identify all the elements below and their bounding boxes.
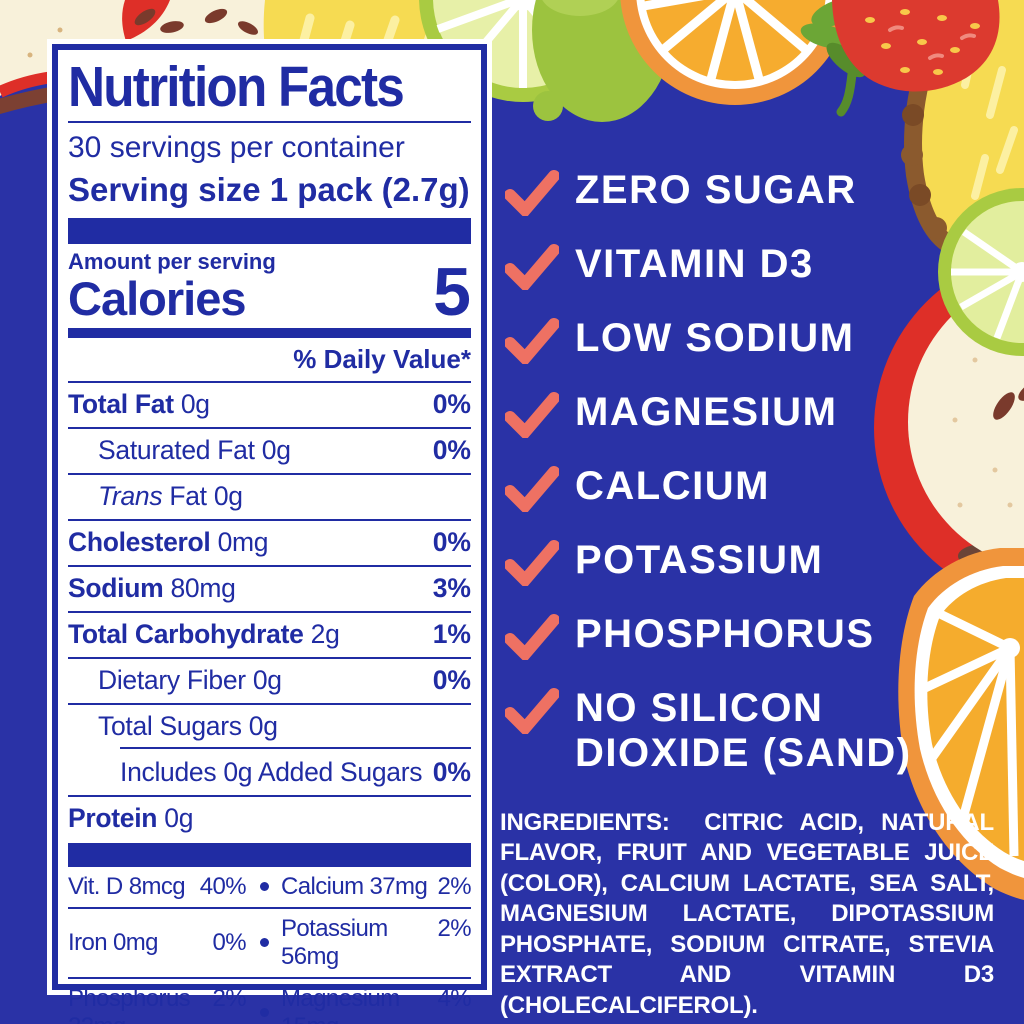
checkmark-icon [505,170,559,216]
checkmark-icon [505,318,559,364]
micronutrient-row-3: Phosphorus 22mg2% Magnesium 15mg4% [68,979,472,1024]
bullet-icon [260,938,269,948]
checkmark-icon [505,688,559,734]
claim-magnesium: MAGNESIUM [505,390,1010,438]
nutrient-row-added-sugars: Includes 0g Added Sugars 0% [68,751,471,797]
nutrient-row-dietary-fiber: Dietary Fiber 0g 0% [68,659,471,705]
checkmark-icon [505,244,559,290]
serving-size: Serving size 1 pack (2.7g) [68,170,470,208]
nutrient-row-trans-fat: Trans Fat 0g [68,475,471,521]
calories-label: Calories [68,271,246,325]
ingredients-label: INGREDIENTS: [500,809,670,836]
calories-block: Amount per serving Calories 5 [68,248,471,331]
claim-potassium: POTASSIUM [505,538,1010,586]
servings-per-container: 30 servings per container [68,131,405,165]
thick-divider [68,217,471,244]
nutrient-row-saturated-fat: Saturated Fat 0g 0% [68,429,471,475]
medium-divider [68,327,471,338]
thick-divider-bottom [68,842,471,867]
divider [68,121,471,124]
calories-value: 5 [433,254,471,331]
nutrient-row-sodium: Sodium 80mg 3% [68,567,471,613]
checkmark-icon [505,392,559,438]
checkmark-icon [505,466,559,512]
claim-no-silicon-dioxide: NO SILICON DIOXIDE (SAND) [505,686,1010,776]
bullet-icon [260,882,269,892]
checkmark-icon [505,540,559,586]
nutrient-row-cholesterol: Cholesterol 0mg 0% [68,521,471,567]
nutrient-row-protein: Protein 0g [68,803,194,834]
claim-vitamin-d3: VITAMIN D3 [505,242,1010,290]
claim-calcium: CALCIUM [505,464,1010,512]
claim-phosphorus: PHOSPHORUS [505,612,1010,660]
daily-value-header: % Daily Value* [68,338,471,383]
orange-illustration-right [898,548,1024,900]
nutrient-row-total-sugars: Total Sugars 0g [98,711,278,742]
strawberry-illustration [800,0,1000,117]
nutrition-facts-title: Nutrition Facts [68,55,405,119]
nutrition-facts-panel: Nutrition Facts 30 servings per containe… [52,44,487,1024]
orange-illustration-top [620,0,850,105]
nutrient-row-total-fat: Total Fat 0g 0% [68,383,471,429]
ingredients-section: INGREDIENTS: CITRIC ACID, NATURAL FLAVOR… [500,808,994,1021]
micronutrient-row-2: Iron 0mg 0% Potassium 56mg 2% [68,909,472,979]
amount-per-serving-label: Amount per serving [68,248,276,274]
claim-low-sodium: LOW SODIUM [505,316,1010,364]
micronutrient-row-1: Vit. D 8mcg 40% Calcium 37mg 2% [68,867,472,909]
claim-zero-sugar: ZERO SUGAR [505,168,1010,216]
lime-illustration-right [938,188,1024,356]
checkmark-icon [505,614,559,660]
nutrient-row-total-carbohydrate: Total Carbohydrate 2g 1% [68,613,471,659]
claims-list: ZERO SUGAR VITAMIN D3 LOW SODIUM MAGNESI… [505,168,1010,802]
indented-divider [120,746,471,749]
bullet-icon [260,1008,269,1018]
ingredients-text: INGREDIENTS: CITRIC ACID, NATURAL FLAVOR… [500,809,994,1019]
